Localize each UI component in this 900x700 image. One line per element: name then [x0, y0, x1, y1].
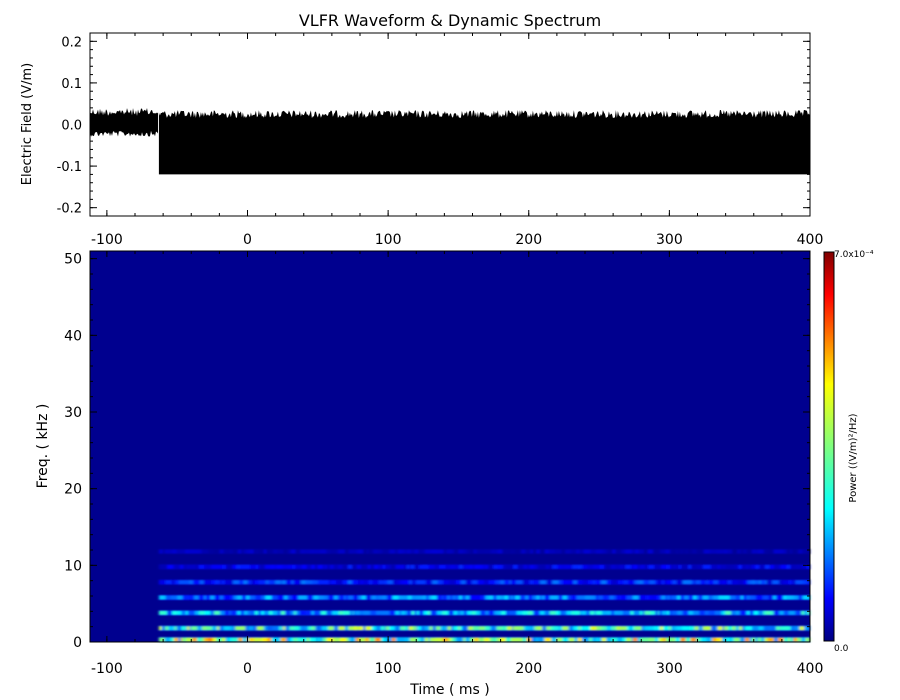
waveform-segment: [90, 108, 158, 137]
spectrum-background: [90, 251, 810, 642]
spectrum-x-label: Time ( ms ): [409, 682, 489, 698]
waveform-panel: -100 0 100 200 300 400 -0.2 -0.1 0.0 0.1 0.2 Elect…: [20, 32, 824, 248]
waveform-trace: [90, 108, 810, 175]
spectrum-band: [158, 549, 810, 555]
colorbar-scale: [823, 251, 835, 642]
colorbar: 7.0x10⁻⁴ 0.0 Power ((V/m)²/Hz): [823, 250, 874, 654]
y-tick-label: 20: [64, 482, 82, 498]
y-tick-label: 50: [64, 252, 82, 268]
waveform-segment: [158, 110, 810, 175]
spectrum-band: [158, 595, 810, 601]
spectrum-panel: -100 0 100 200 300 400 0 10 20 30 40 50 Freq. ( kHz…: [35, 250, 823, 698]
spectrum-y-label: Freq. ( kHz ): [35, 404, 51, 489]
spectrum-ticks: -100 0 100 200 300 400 0 10 20 30 40 50: [64, 251, 823, 677]
colorbar-min-label: 0.0: [834, 644, 849, 654]
x-tick-label: 400: [797, 232, 824, 248]
spectrum-band: [158, 625, 810, 631]
y-tick-label: 0.1: [61, 77, 82, 92]
x-tick-label: 100: [375, 661, 402, 677]
spectrum-bands: [158, 549, 810, 643]
y-tick-label: 0.2: [61, 35, 82, 50]
x-tick-label: 300: [656, 661, 683, 677]
chart-title: VLFR Waveform & Dynamic Spectrum: [299, 11, 601, 30]
y-tick-label: -0.1: [57, 160, 82, 175]
x-tick-label: 300: [656, 232, 683, 248]
y-tick-label: 10: [64, 558, 82, 574]
y-tick-label: -0.2: [57, 202, 82, 217]
spectrum-frame: [89, 250, 811, 643]
spectrum-band: [158, 637, 810, 643]
x-tick-label: 0: [243, 661, 252, 677]
x-tick-label: 0: [243, 232, 252, 248]
y-tick-label: 0.0: [61, 119, 82, 134]
x-tick-label: 400: [797, 661, 824, 677]
spectrum-band: [158, 564, 810, 570]
y-tick-label: 0: [73, 635, 82, 651]
waveform-y-label: Electric Field (V/m): [20, 63, 35, 186]
spectrum-band: [158, 579, 810, 585]
colorbar-title: Power ((V/m)²/Hz): [848, 413, 859, 502]
colorbar-max-label: 7.0x10⁻⁴: [834, 250, 874, 260]
x-tick-label: -100: [91, 232, 123, 248]
y-tick-label: 30: [64, 405, 82, 421]
x-tick-label: -100: [91, 661, 123, 677]
y-tick-label: 40: [64, 328, 82, 344]
x-tick-label: 100: [375, 232, 402, 248]
x-tick-label: 200: [515, 661, 542, 677]
waveform-ticks: -100 0 100 200 300 400 -0.2 -0.1 0.0 0.1 0.2: [57, 33, 824, 248]
x-tick-label: 200: [515, 232, 542, 248]
spectrum-band: [158, 610, 810, 616]
